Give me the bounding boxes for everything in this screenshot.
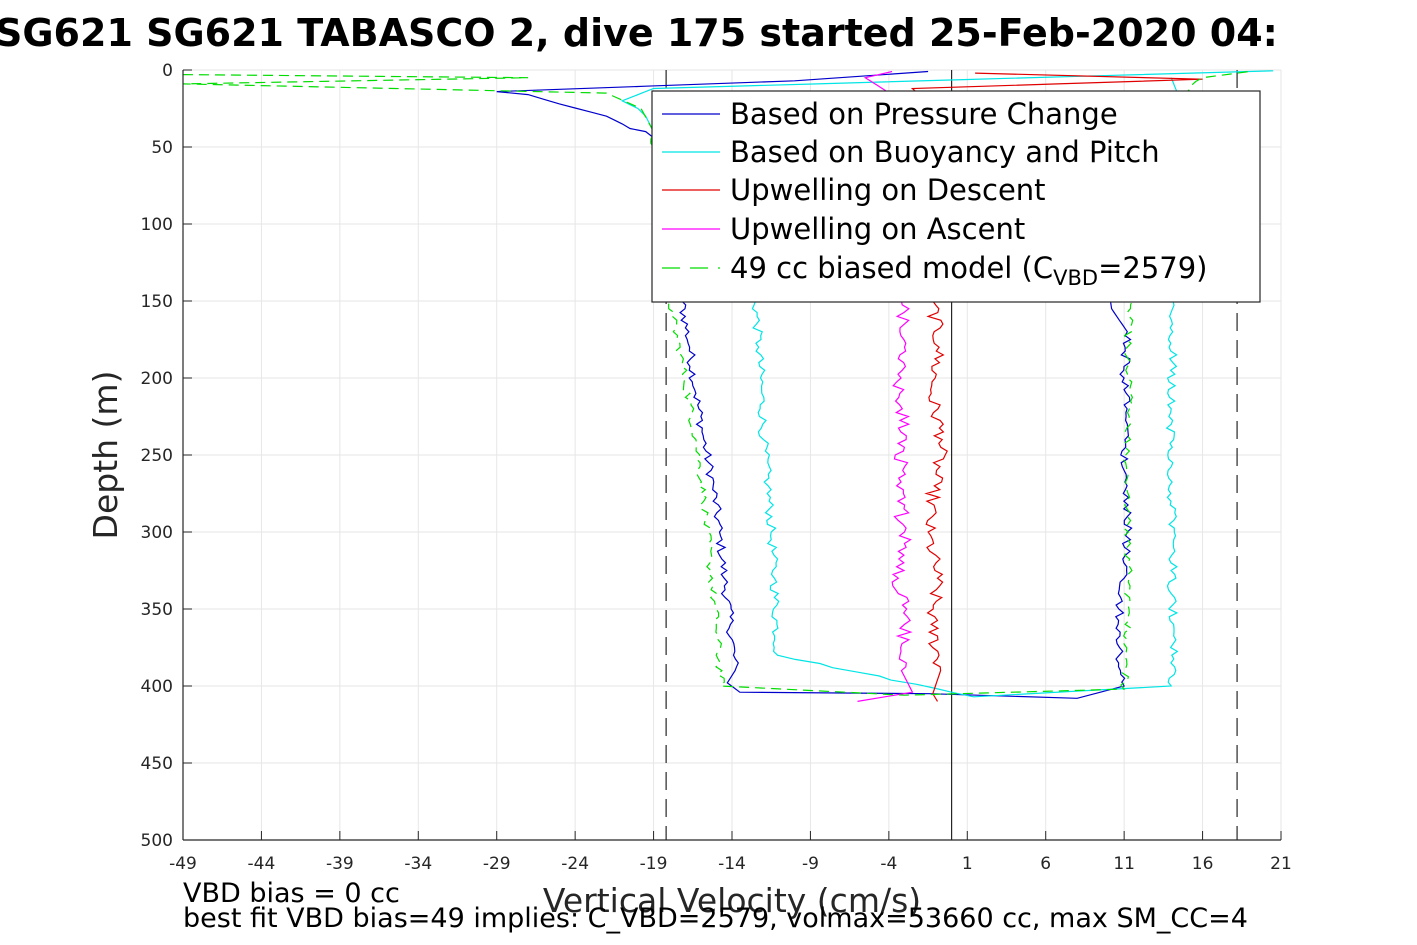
legend: Based on Pressure Change Based on Buoyanc… [651, 90, 1261, 303]
legend-label: Based on Pressure Change [730, 97, 1118, 131]
y-tick-label: 500 [141, 831, 173, 851]
x-tick-label: 1 [962, 854, 973, 874]
x-tick-label: 6 [1040, 854, 1051, 874]
x-tick-label: -34 [404, 854, 432, 874]
x-tick-label: -4 [880, 854, 897, 874]
footer-bestfit-text: best fit VBD bias=49 implies: C_VBD=2579… [183, 903, 1248, 934]
x-tick-label: 16 [1192, 854, 1214, 874]
legend-items: Based on Pressure Change Based on Buoyanc… [662, 97, 1160, 269]
chart-title: SG621 SG621 TABASCO 2, dive 175 started … [0, 11, 1278, 55]
y-tick-label: 200 [141, 369, 173, 389]
y-tick-label: 400 [141, 677, 173, 697]
y-tick-label: 450 [141, 754, 173, 774]
x-tick-label: -24 [561, 854, 589, 874]
y-tick-label: 0 [162, 61, 173, 81]
y-tick-label: 250 [141, 446, 173, 466]
x-tick-label: -44 [248, 854, 276, 874]
legend-label: Upwelling on Ascent [730, 212, 1025, 246]
y-tick-label: 50 [151, 138, 173, 158]
x-axis-label: Vertical Velocity (cm/s) [543, 881, 921, 920]
legend-box [651, 90, 1261, 303]
legend-label: Upwelling on Descent [730, 173, 1046, 207]
x-tick-label: -39 [326, 854, 354, 874]
x-tick-label: 21 [1270, 854, 1292, 874]
footer-bias-text: VBD bias = 0 cc [183, 878, 400, 909]
legend-label: Based on Buoyancy and Pitch [730, 135, 1160, 169]
x-tick-label: -9 [802, 854, 819, 874]
x-tick-label: -14 [718, 854, 746, 874]
x-tick-label: 11 [1113, 854, 1135, 874]
y-tick-label: 150 [141, 292, 173, 312]
y-axis-label: Depth (m) [86, 371, 125, 540]
y-tick-label: 350 [141, 600, 173, 620]
y-tick-label: 100 [141, 215, 173, 235]
x-tick-label: -19 [640, 854, 668, 874]
x-tick-label: -29 [483, 854, 511, 874]
axes [182, 69, 1282, 841]
x-tick-labels: -49 -44 -39 -34 -29 -24 -19 -14 -9 -4 1 6 11 16 21 [169, 854, 1292, 874]
x-tick-label: -49 [169, 854, 197, 874]
y-tick-label: 300 [141, 523, 173, 543]
legend-label-biased-model: 49 cc biased model (CVBD=2579) [730, 251, 1208, 290]
y-tick-labels: 0 50 100 150 200 250 300 350 400 450 500 [141, 61, 173, 851]
